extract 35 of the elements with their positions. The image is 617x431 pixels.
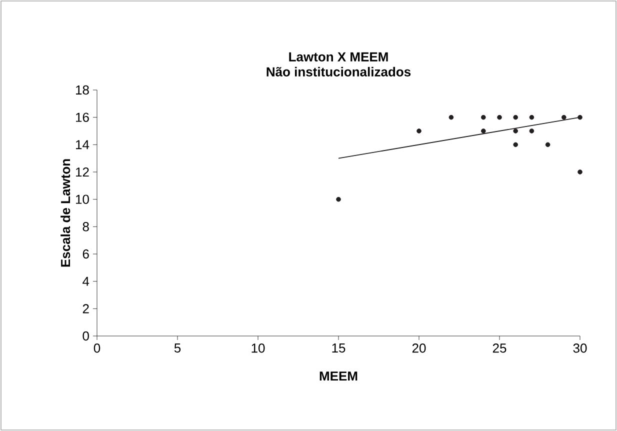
point	[448, 114, 454, 120]
y-tick-label: 12	[76, 167, 89, 177]
point	[416, 128, 422, 134]
point	[481, 114, 486, 120]
y-tick-label: 8	[82, 222, 89, 232]
x-tick-label: 0	[94, 344, 100, 353]
point	[481, 128, 486, 134]
y-tick-label: 18	[76, 85, 89, 95]
y-tick-label: 16	[76, 112, 89, 122]
point	[513, 142, 518, 148]
x-tick-label: 10	[252, 344, 265, 353]
point	[578, 170, 582, 174]
y-tick-label: 0	[82, 331, 89, 341]
point	[562, 114, 566, 120]
x-tick-label: 30	[573, 344, 587, 353]
point	[513, 128, 518, 134]
y-tick-label: 2	[82, 304, 89, 314]
x-tick-label: 20	[412, 344, 426, 353]
y-tick-label: 4	[82, 276, 90, 286]
point	[529, 114, 534, 120]
point	[529, 128, 534, 134]
point	[578, 114, 582, 120]
y-tick-label: 14	[76, 140, 90, 150]
point	[336, 196, 341, 202]
y-tick-label: 6	[82, 249, 89, 259]
point	[497, 114, 502, 120]
y-axis-title: Escala de Lawton	[60, 159, 70, 267]
chart-title: Lawton X MEEM Não institucionalizados	[266, 52, 411, 76]
x-tick-label: 5	[174, 344, 181, 353]
point	[545, 142, 550, 148]
y-tick-label: 10	[76, 194, 89, 204]
x-tick-label: 15	[332, 344, 346, 353]
point	[513, 114, 518, 120]
x-axis-title: MEEM	[320, 372, 358, 381]
x-tick-label: 25	[492, 344, 506, 353]
